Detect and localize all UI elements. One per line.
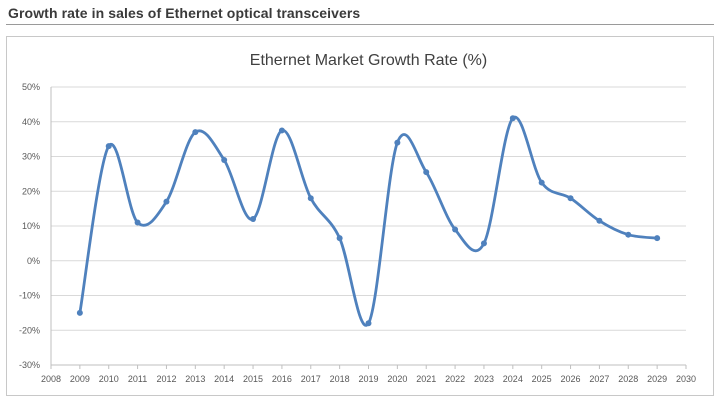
- x-tick-label: 2019: [358, 374, 378, 384]
- y-tick-label: -10%: [19, 291, 40, 301]
- data-point: [365, 320, 372, 327]
- x-tick-label: 2027: [589, 374, 609, 384]
- series-line: [78, 115, 658, 327]
- data-point: [105, 143, 112, 150]
- data-point: [596, 217, 603, 224]
- y-tick-label: 30%: [22, 152, 40, 162]
- x-tick-label: 2023: [474, 374, 494, 384]
- x-tick-label: 2020: [387, 374, 407, 384]
- data-point: [134, 219, 141, 226]
- data-point: [221, 156, 228, 163]
- x-tick-label: 2030: [676, 374, 696, 384]
- data-point: [394, 139, 401, 146]
- data-point: [538, 179, 545, 186]
- x-tick-label: 2011: [128, 374, 147, 384]
- x-tick-label: 2010: [99, 374, 119, 384]
- y-tick-label: -30%: [19, 360, 40, 370]
- section-heading-text: Growth rate in sales of Ethernet optical…: [8, 5, 361, 21]
- x-tick-label: 2024: [503, 374, 523, 384]
- data-point: [480, 240, 487, 247]
- y-tick-label: 0%: [27, 256, 40, 266]
- x-tick-label: 2013: [185, 374, 205, 384]
- x-tick-label: 2015: [243, 374, 263, 384]
- data-point: [654, 235, 661, 242]
- y-tick-label: 40%: [22, 117, 40, 127]
- x-tick-label: 2009: [70, 374, 90, 384]
- y-tick-label: 10%: [22, 221, 40, 231]
- data-point: [192, 129, 199, 136]
- data-point: [567, 195, 574, 202]
- y-tick-label: 20%: [22, 186, 40, 196]
- chart-frame: [6, 36, 714, 396]
- x-tick-label: 2008: [41, 374, 61, 384]
- x-tick-label: 2012: [156, 374, 176, 384]
- y-tick-label: -20%: [19, 325, 40, 335]
- x-tick-label: 2021: [416, 374, 436, 384]
- data-point: [625, 231, 632, 238]
- x-tick-label: 2018: [330, 374, 350, 384]
- x-tick-label: 2022: [445, 374, 465, 384]
- data-point: [278, 127, 285, 134]
- x-tick-label: 2017: [301, 374, 321, 384]
- y-tick-labels: 50% 40% 30% 20% 10% 0% -10% -20% -30%: [19, 82, 40, 370]
- axes: [50, 87, 687, 369]
- gridlines: [51, 86, 686, 366]
- section-heading: Growth rate in sales of Ethernet optical…: [6, 2, 714, 25]
- data-point: [163, 198, 170, 205]
- data-point: [423, 169, 430, 176]
- y-tick-label: 50%: [22, 82, 40, 92]
- x-tick-labels: 2008 2009 2010 2011 2012 2013 2014 2015 2016 2017…: [41, 374, 696, 384]
- x-tick-label: 2029: [647, 374, 667, 384]
- data-point: [76, 309, 83, 316]
- x-tick-label: 2014: [214, 374, 234, 384]
- x-tick-label: 2028: [618, 374, 638, 384]
- data-point: [250, 216, 257, 223]
- data-point: [452, 226, 459, 233]
- data-point: [336, 235, 343, 242]
- chart-title: Ethernet Market Growth Rate (%): [250, 52, 487, 69]
- data-point: [307, 195, 314, 202]
- series: [76, 115, 661, 327]
- data-point: [509, 115, 516, 122]
- x-tick-label: 2016: [272, 374, 292, 384]
- x-tick-label: 2026: [561, 374, 581, 384]
- x-tick-label: 2025: [532, 374, 552, 384]
